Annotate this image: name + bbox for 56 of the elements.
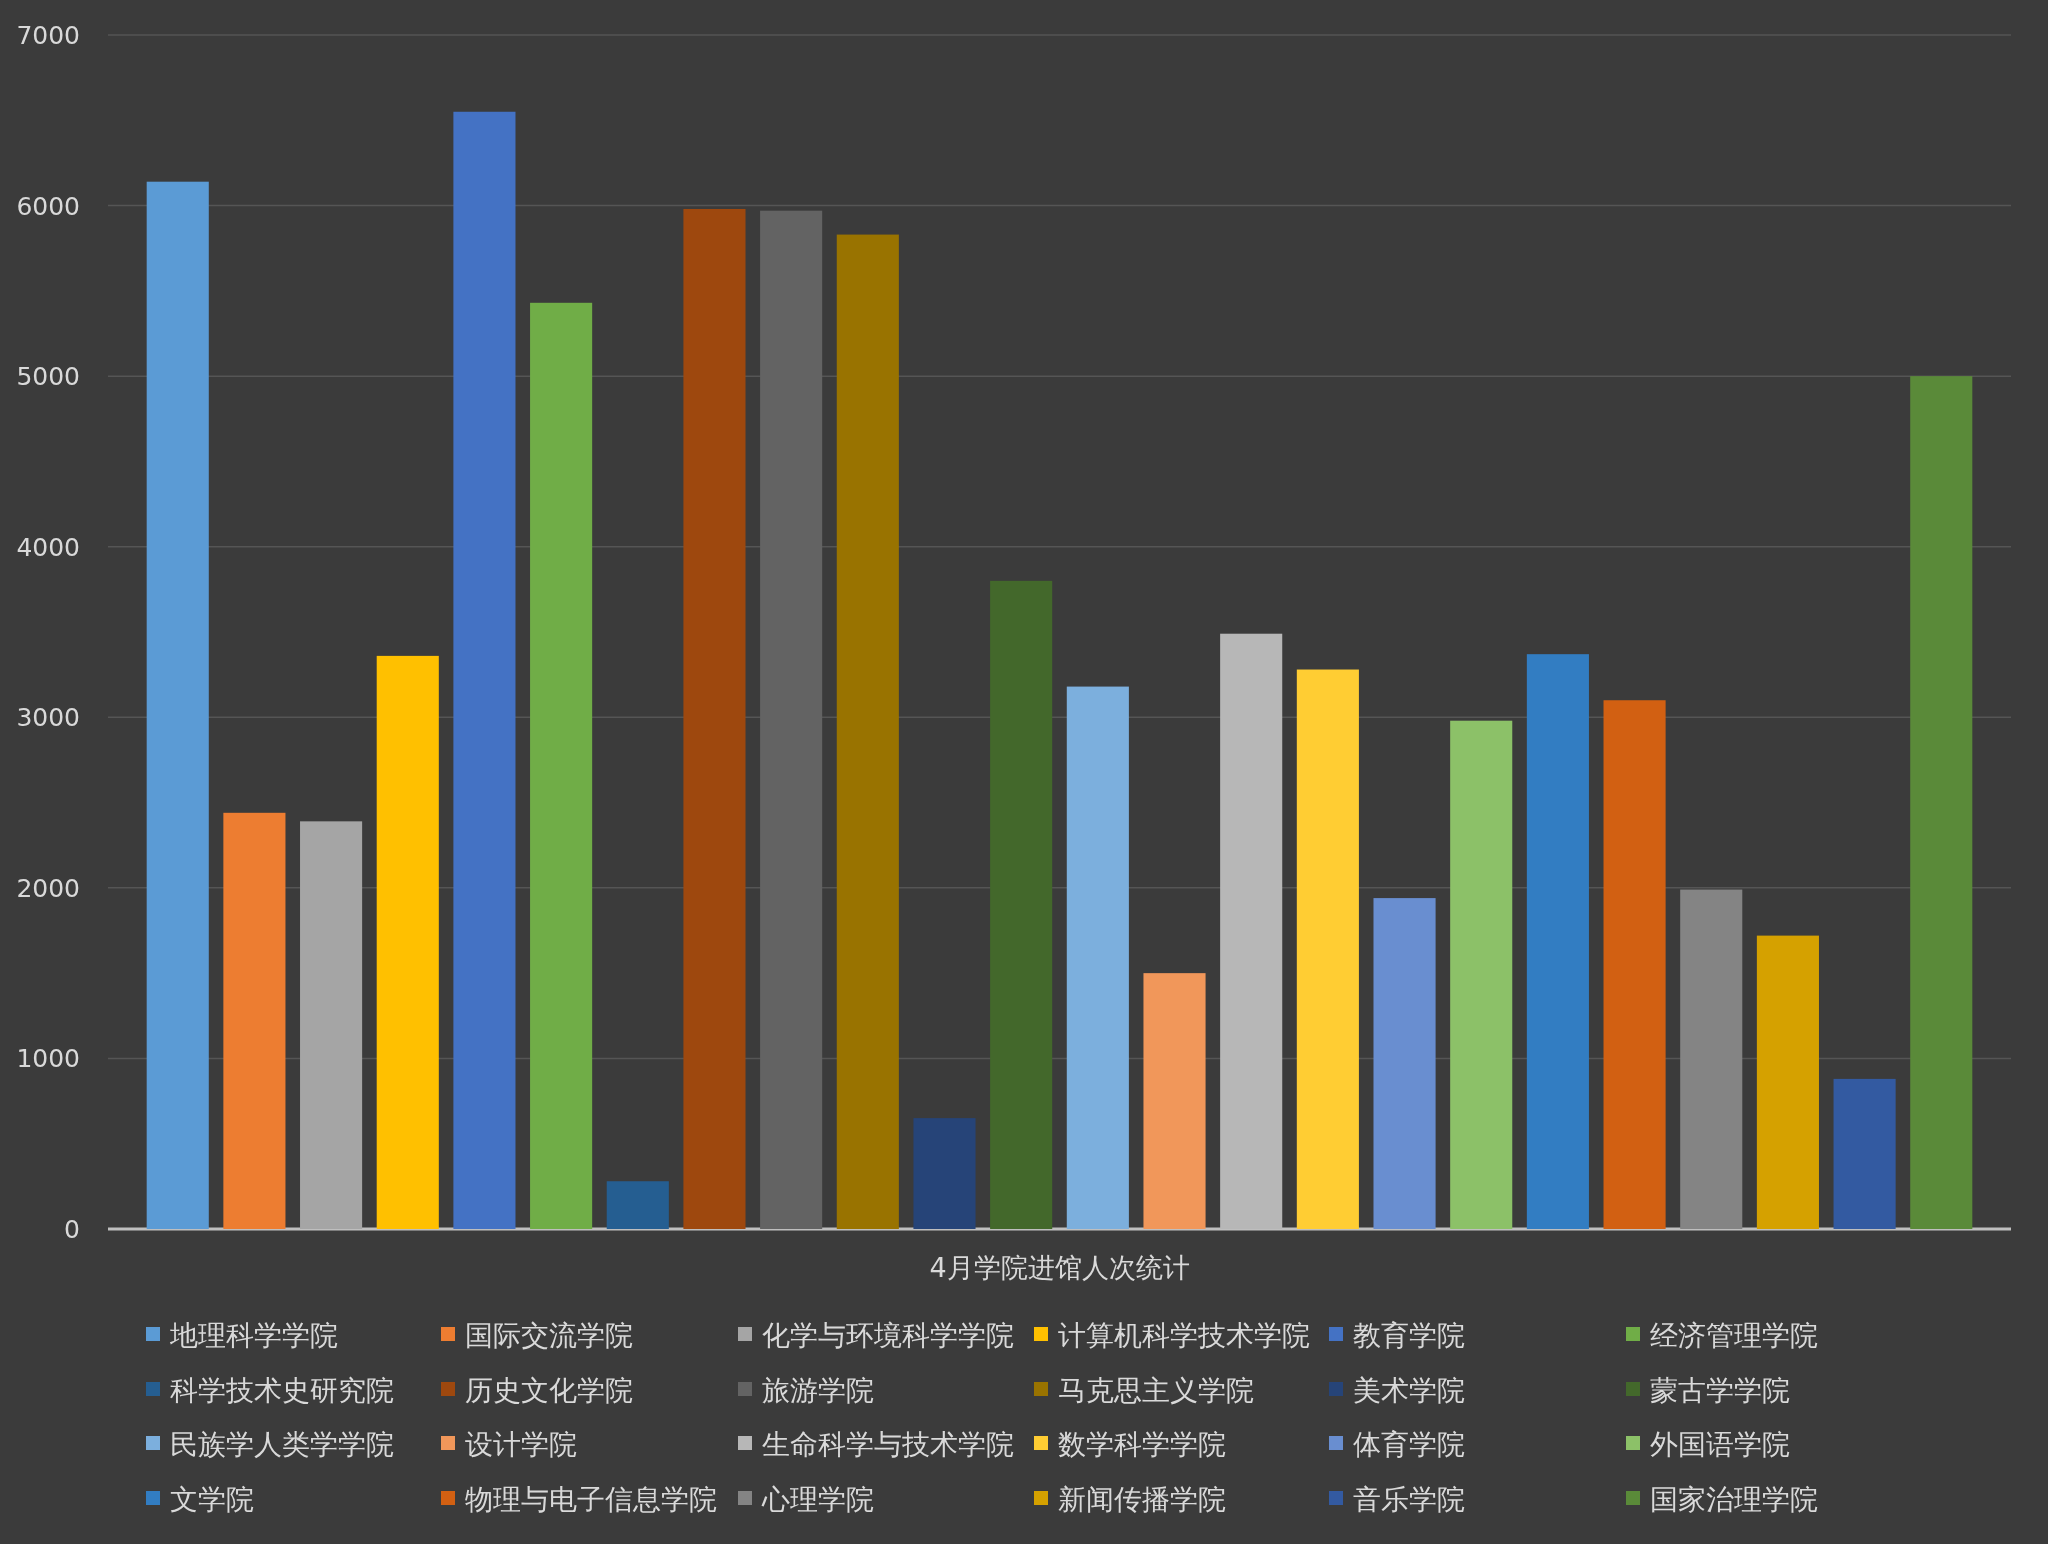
bar — [146, 181, 209, 1229]
legend-label: 教育学院 — [1353, 1319, 1465, 1352]
bar — [1526, 654, 1589, 1229]
legend-label: 美术学院 — [1353, 1374, 1465, 1407]
legend-label: 外国语学院 — [1650, 1428, 1790, 1461]
legend-label: 设计学院 — [465, 1428, 577, 1461]
y-tick-label: 3000 — [16, 703, 80, 733]
bar — [990, 580, 1053, 1229]
legend-label: 数学科学学院 — [1058, 1428, 1226, 1461]
legend-label: 新闻传播学院 — [1058, 1483, 1226, 1516]
bar — [1833, 1078, 1896, 1229]
bar — [913, 1118, 976, 1229]
legend-label: 音乐学院 — [1353, 1483, 1465, 1516]
legend-label: 生命科学与技术学院 — [762, 1428, 1014, 1461]
bar — [760, 210, 823, 1229]
y-tick-label: 0 — [64, 1215, 80, 1244]
bar — [530, 302, 593, 1229]
legend-label: 国家治理学院 — [1650, 1483, 1818, 1516]
bar — [1450, 720, 1513, 1229]
y-tick-label: 1000 — [16, 1044, 80, 1074]
bar — [1296, 669, 1359, 1229]
bar — [300, 821, 363, 1229]
legend-label: 国际交流学院 — [465, 1319, 633, 1352]
legend-label: 化学与环境科学学院 — [762, 1319, 1014, 1352]
legend-label: 蒙古学学院 — [1650, 1374, 1790, 1407]
legend-label: 马克思主义学院 — [1058, 1374, 1254, 1407]
x-tick-label: 4月学院进馆人次统计 — [929, 1252, 1190, 1283]
legend-label: 旅游学院 — [762, 1374, 874, 1407]
legend-label: 物理与电子信息学院 — [465, 1483, 717, 1516]
y-tick-label: 5000 — [16, 362, 80, 392]
y-tick-label: 4000 — [16, 532, 80, 562]
legend-label: 民族学人类学学院 — [170, 1428, 394, 1461]
bar — [683, 208, 746, 1229]
bar — [1603, 700, 1666, 1229]
legend-label: 心理学院 — [761, 1483, 874, 1516]
legend-label: 科学技术史研究院 — [170, 1374, 394, 1407]
legend-label: 计算机科学技术学院 — [1058, 1319, 1310, 1352]
y-tick-label: 6000 — [16, 191, 80, 221]
bar — [1373, 898, 1436, 1229]
bar — [1066, 686, 1129, 1229]
bar — [836, 234, 899, 1229]
bar — [1680, 889, 1743, 1229]
bar — [1910, 376, 1973, 1229]
y-tick-label: 2000 — [16, 873, 80, 903]
legend-label: 文学院 — [170, 1483, 254, 1516]
bar — [376, 655, 439, 1229]
legend-label: 历史文化学院 — [465, 1374, 633, 1407]
legend-label: 体育学院 — [1353, 1428, 1465, 1461]
bar — [1756, 935, 1819, 1229]
bar — [606, 1181, 669, 1229]
bar — [1143, 973, 1206, 1229]
bar — [453, 111, 516, 1229]
legend-label: 经济管理学院 — [1650, 1319, 1818, 1352]
legend-label: 地理科学学院 — [169, 1319, 338, 1352]
bar — [223, 812, 286, 1229]
y-tick-label: 7000 — [16, 21, 80, 50]
